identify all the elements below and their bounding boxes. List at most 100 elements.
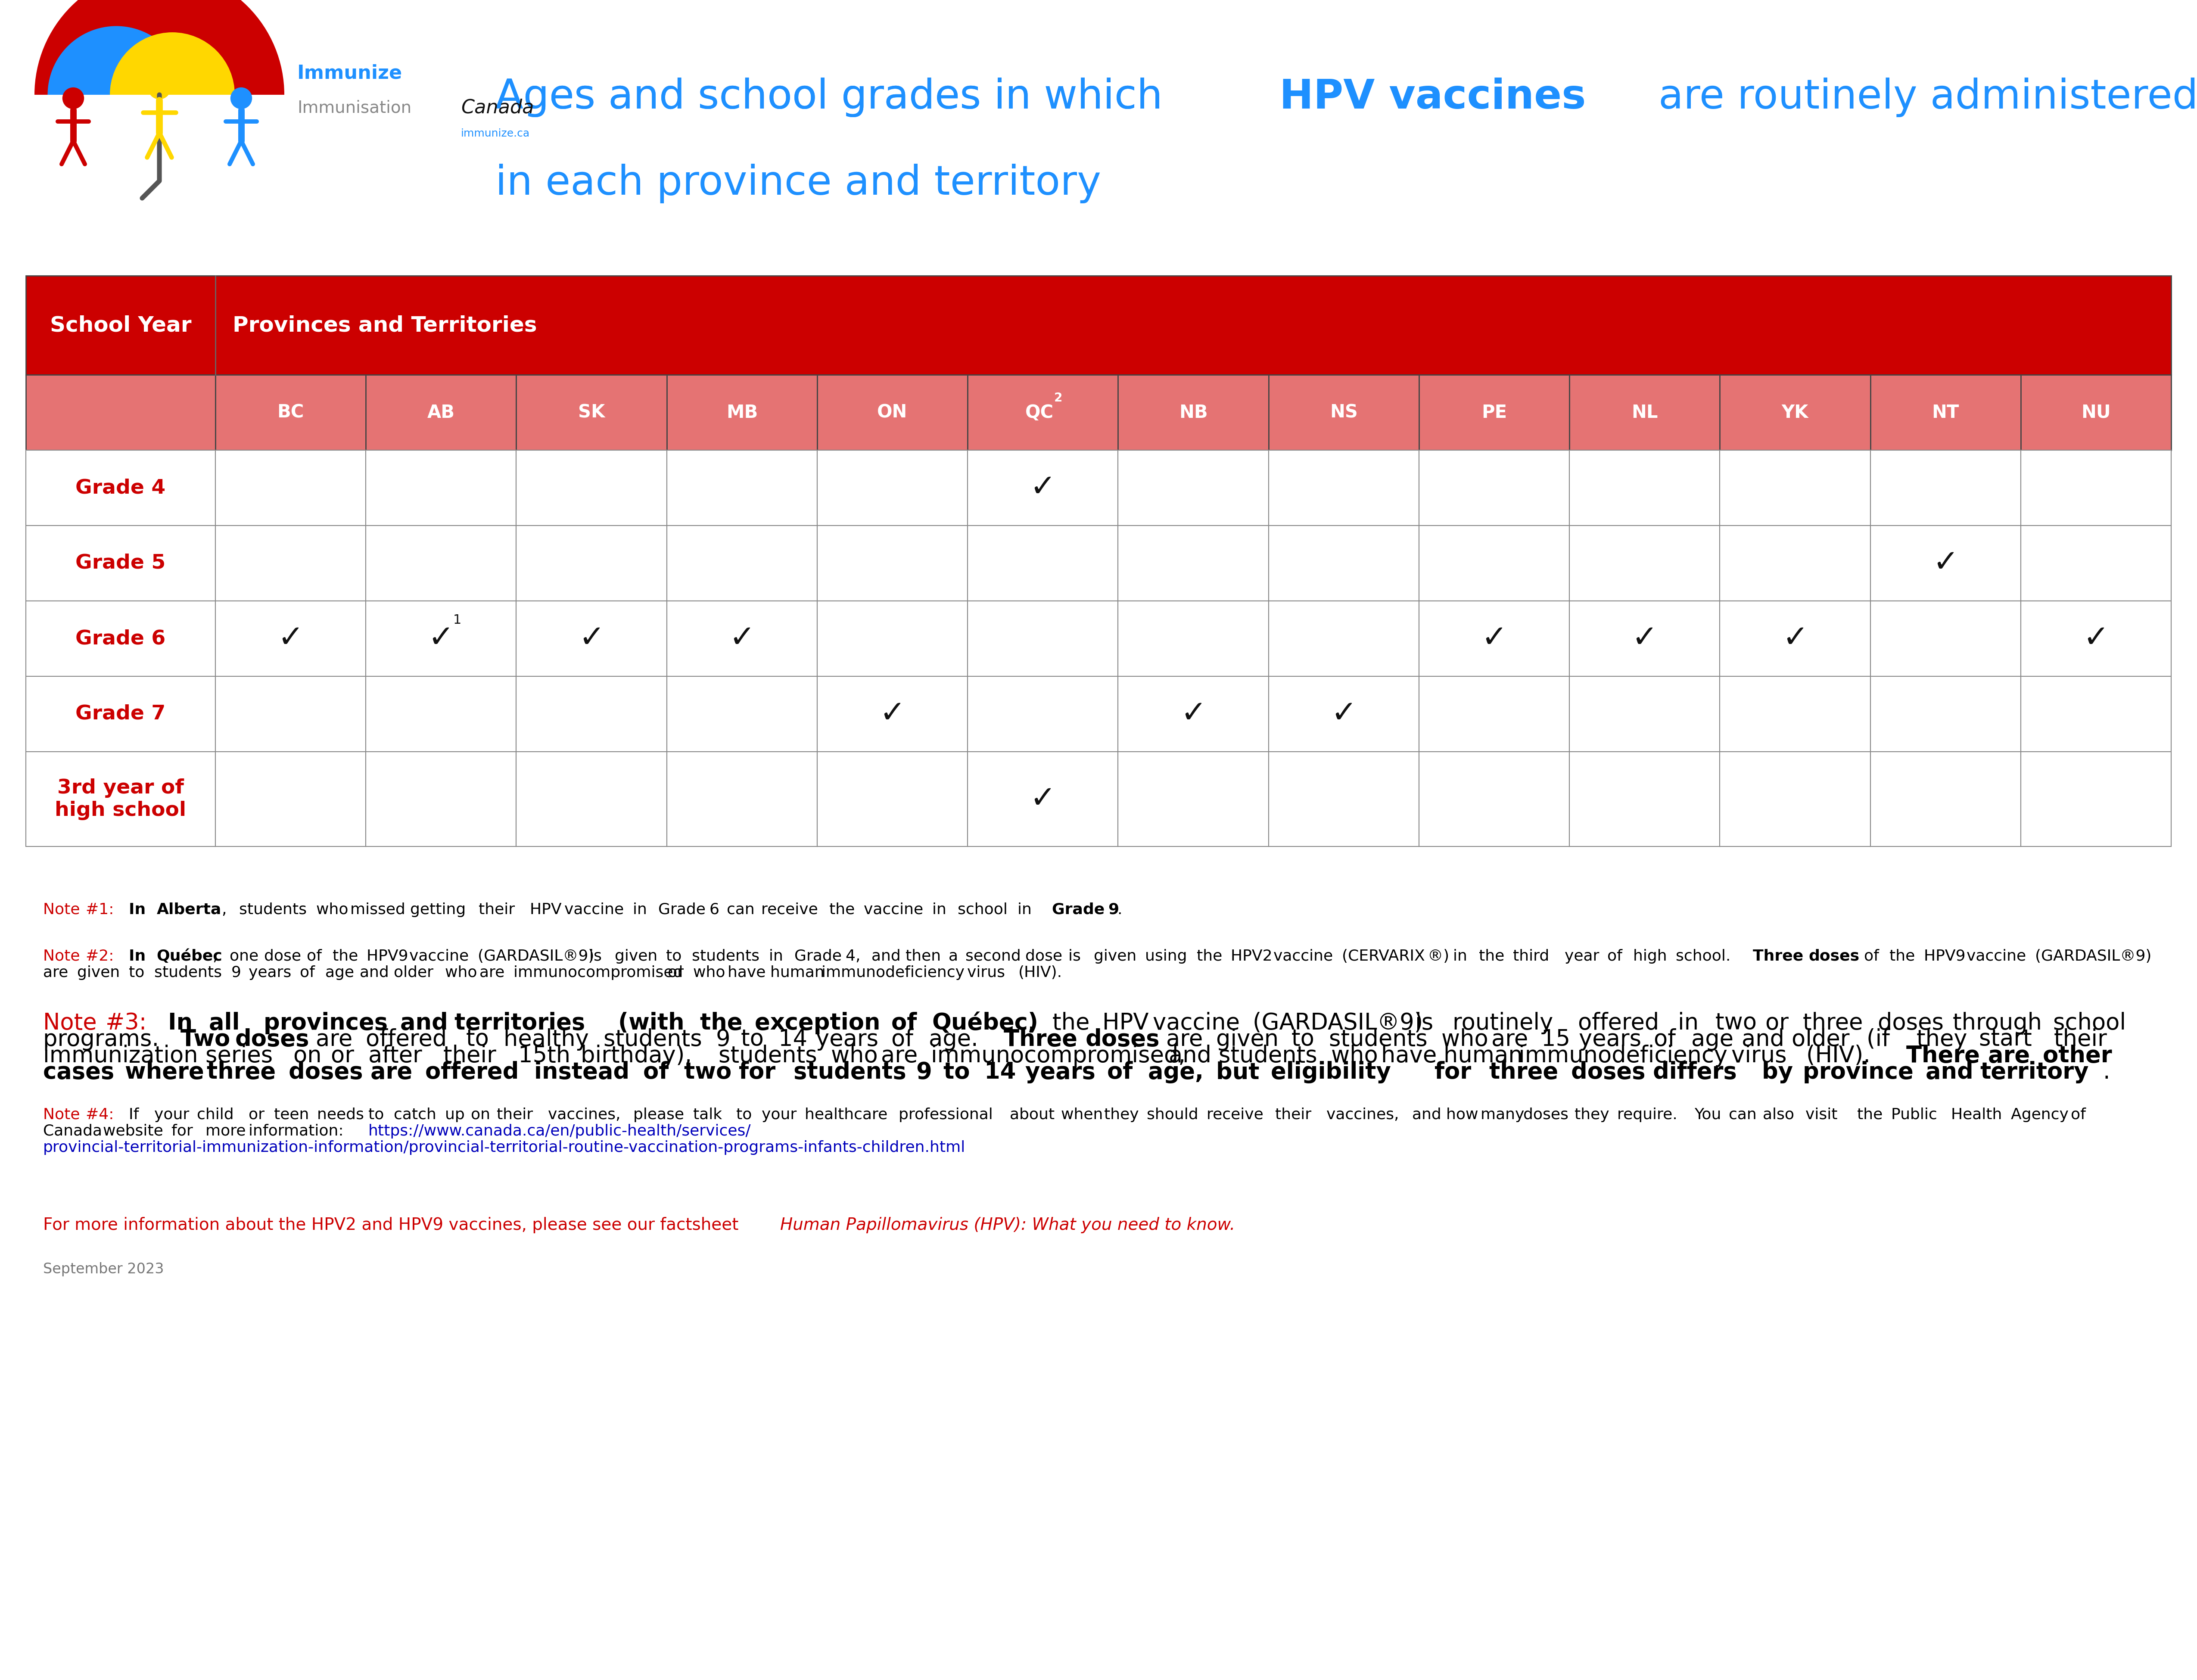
Bar: [817, 526, 967, 601]
Text: of: of: [1654, 1028, 1683, 1050]
Text: three: three: [1490, 1062, 1566, 1084]
Text: for: for: [171, 1124, 198, 1139]
Bar: [1419, 375, 1569, 450]
Text: receive: receive: [1206, 1107, 1268, 1122]
Text: in: in: [1679, 1011, 1705, 1035]
Bar: [215, 751, 367, 847]
Circle shape: [147, 76, 171, 99]
Text: students: students: [604, 1028, 710, 1050]
Text: (GARDASIL®9): (GARDASIL®9): [1252, 1011, 1430, 1035]
Text: your: your: [762, 1107, 802, 1122]
Bar: [1419, 751, 1569, 847]
Text: province: province: [1804, 1062, 1922, 1084]
Text: healthy: healthy: [503, 1028, 595, 1050]
Text: professional: professional: [899, 1107, 997, 1122]
Text: (CERVARIX: (CERVARIX: [1342, 949, 1430, 964]
Text: the: the: [701, 1011, 751, 1035]
Text: ✓: ✓: [879, 699, 905, 729]
Text: ✓: ✓: [1030, 785, 1057, 813]
Text: doses: doses: [1808, 949, 1859, 964]
Text: human: human: [1443, 1045, 1529, 1067]
Bar: [516, 450, 666, 526]
Text: are: are: [881, 1045, 925, 1067]
Text: (HIV).: (HIV).: [1806, 1045, 1878, 1067]
Bar: [1118, 601, 1268, 677]
Bar: [666, 375, 817, 450]
Text: virus: virus: [967, 966, 1011, 979]
Text: of: of: [892, 1028, 921, 1050]
Bar: [967, 375, 1118, 450]
Bar: [666, 526, 817, 601]
Bar: [215, 526, 367, 601]
Text: .: .: [2103, 1062, 2109, 1084]
Text: Ages and school grades in which: Ages and school grades in which: [494, 77, 1175, 118]
Text: Grade: Grade: [1052, 902, 1109, 917]
Text: Note: Note: [44, 1011, 103, 1035]
Text: doses: doses: [1571, 1062, 1652, 1084]
Bar: [367, 375, 516, 450]
Text: is: is: [1068, 949, 1085, 964]
Text: Immunize: Immunize: [297, 64, 402, 82]
Text: In: In: [169, 1011, 200, 1035]
Text: 15th: 15th: [518, 1045, 578, 1067]
Bar: [215, 677, 367, 751]
Text: and: and: [1742, 1028, 1791, 1050]
Text: the: the: [830, 902, 859, 917]
Bar: [367, 450, 516, 526]
Text: series: series: [207, 1045, 281, 1067]
Text: MB: MB: [727, 403, 758, 422]
Text: who: who: [446, 966, 483, 979]
Text: or: or: [248, 1107, 270, 1122]
Text: NL: NL: [1632, 403, 1659, 422]
Text: their: their: [444, 1045, 503, 1067]
Bar: [967, 450, 1118, 526]
Text: the: the: [1856, 1107, 1887, 1122]
Text: for: for: [738, 1062, 784, 1084]
Bar: [1870, 677, 2021, 751]
Text: Québec): Québec): [932, 1011, 1039, 1035]
Text: https://www.canada.ca/en/public-health/services/: https://www.canada.ca/en/public-health/s…: [369, 1124, 751, 1139]
Text: more: more: [207, 1124, 250, 1139]
Text: (HIV).: (HIV).: [1019, 966, 1063, 979]
Bar: [1720, 526, 1870, 601]
Bar: [215, 601, 367, 677]
Text: who: who: [694, 966, 729, 979]
Text: Grade 6: Grade 6: [75, 628, 165, 648]
Text: NS: NS: [1329, 403, 1358, 422]
Bar: [367, 677, 516, 751]
Text: have: have: [1382, 1045, 1443, 1067]
Text: ✓: ✓: [1481, 623, 1507, 654]
Text: year: year: [1564, 949, 1604, 964]
Text: who: who: [1441, 1028, 1496, 1050]
Text: three: three: [207, 1062, 283, 1084]
Text: If: If: [130, 1107, 143, 1122]
Text: through: through: [1953, 1011, 2050, 1035]
Text: HPV2: HPV2: [1230, 949, 1276, 964]
Bar: [1569, 601, 1720, 677]
Text: missed: missed: [349, 902, 411, 917]
Bar: [1118, 526, 1268, 601]
Text: of: of: [308, 949, 327, 964]
Text: School Year: School Year: [51, 314, 191, 336]
Text: is: is: [1415, 1011, 1441, 1035]
Text: 4,: 4,: [846, 949, 866, 964]
Bar: [1268, 375, 1419, 450]
Bar: [666, 751, 817, 847]
Text: #1:: #1:: [86, 902, 119, 917]
Bar: [2021, 375, 2171, 450]
Text: 14: 14: [984, 1062, 1024, 1084]
Text: human: human: [771, 966, 830, 979]
Bar: [1268, 751, 1419, 847]
Text: and: and: [1169, 1045, 1219, 1067]
Text: your: your: [154, 1107, 193, 1122]
Text: given: given: [77, 966, 125, 979]
Text: years: years: [1580, 1028, 1648, 1050]
Text: then: then: [905, 949, 947, 964]
Text: of: of: [1863, 949, 1883, 964]
Bar: [1870, 751, 2021, 847]
Text: and: and: [872, 949, 905, 964]
Text: provinces: provinces: [264, 1011, 395, 1035]
Text: ✓: ✓: [1782, 623, 1808, 654]
Text: by: by: [1762, 1062, 1802, 1084]
Text: age: age: [325, 966, 360, 979]
